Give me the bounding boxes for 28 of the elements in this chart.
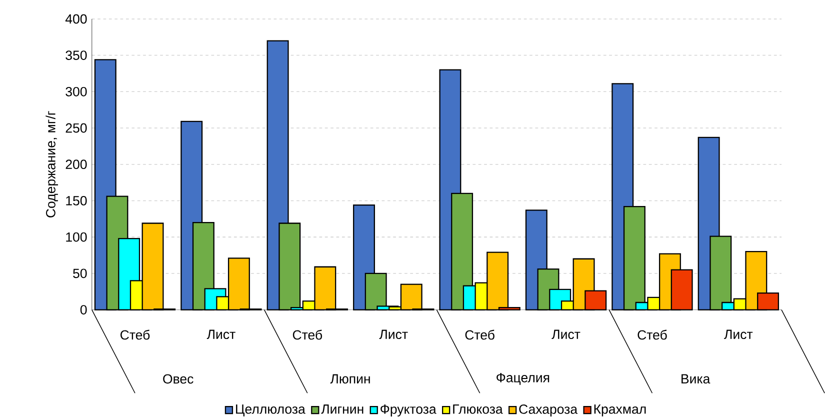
y-tick-label: 250 [66,124,87,133]
x-tick-label: Стеб [638,330,667,340]
legend-label: Сахароза [519,404,578,417]
legend-label: Крахмал [594,404,646,417]
text: Овес [163,374,194,384]
x-tick-label: Стеб [465,330,494,340]
text: Фацелия [496,373,550,386]
x-tick-label: Лист [379,330,408,340]
text: Вика [682,374,710,384]
legend-label: Лигнин [321,404,364,414]
x-tick-label: Лист [206,330,236,340]
y-axis-title: Содержание, мг/г [46,111,58,218]
legend-label: Целлюлоза [236,404,306,417]
x-tick-label: Стеб [120,330,150,340]
y-tick-label: 50 [73,268,87,278]
x-tick-label: Стеб [292,330,322,340]
legend-label: Глюкоза [453,404,503,414]
y-tick-label: 0 [80,305,87,315]
y-tick-label: 350 [66,50,87,60]
text: Люпин [330,374,370,384]
y-tick-label: 100 [66,232,87,242]
x-tick-label: Лист [552,330,580,340]
y-tick-label: 400 [65,14,87,24]
x-tick-label: Лист [724,330,753,340]
legend-label: Фруктоза [380,404,436,417]
y-tick-label: 150 [66,196,87,206]
y-tick-label: 200 [66,160,87,170]
y-tick-label: 300 [66,87,87,97]
